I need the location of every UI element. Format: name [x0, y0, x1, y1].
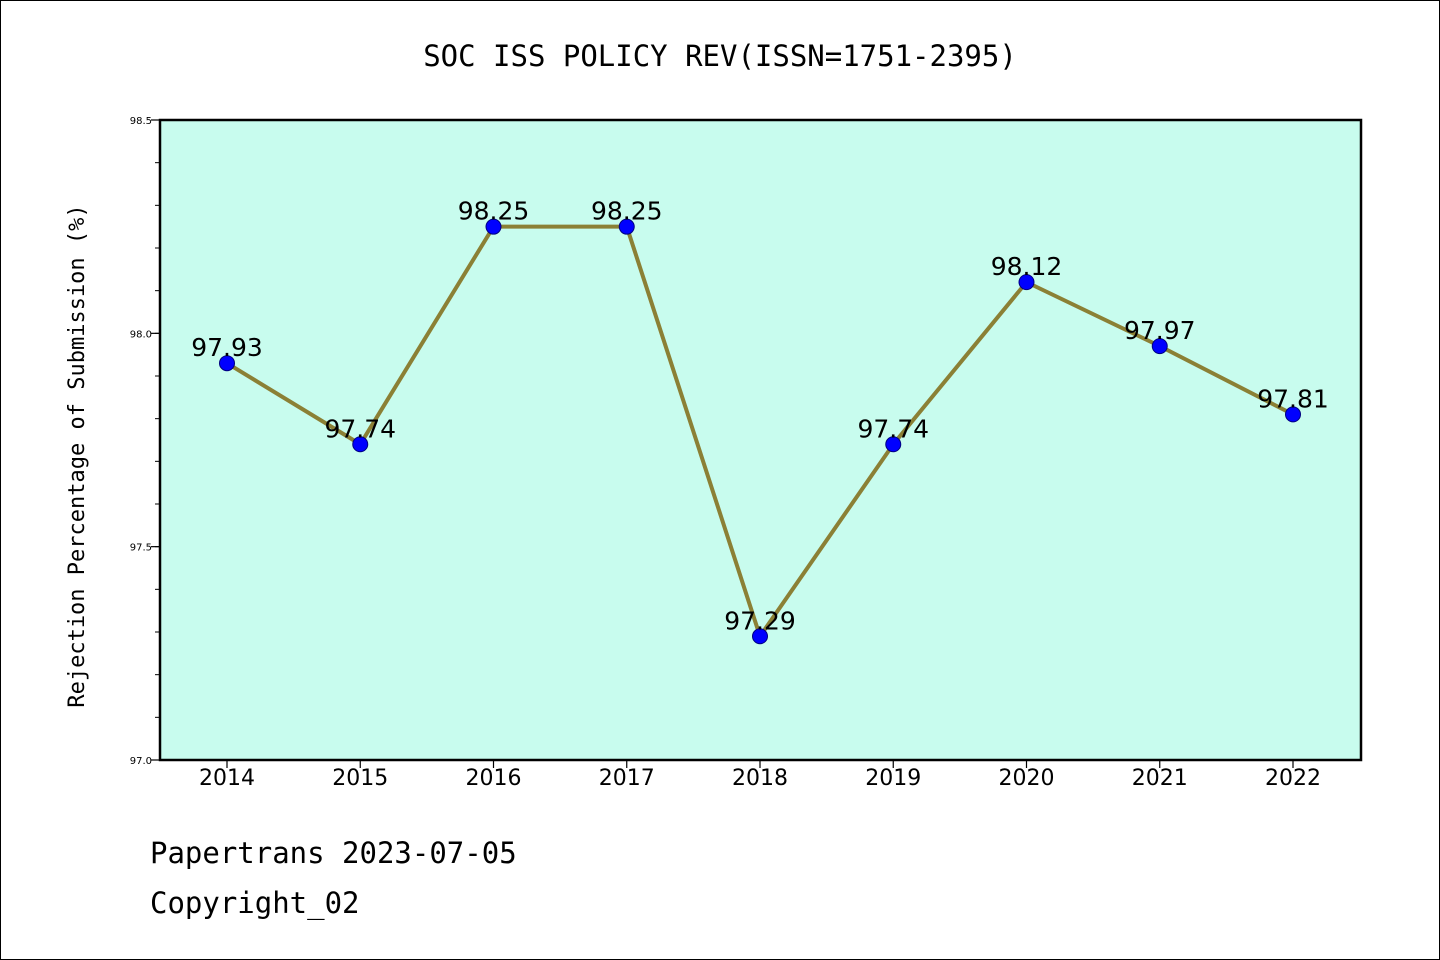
y-tick-label: 98.0 [130, 329, 152, 340]
x-tick-label: 2019 [865, 766, 921, 791]
data-point [752, 628, 768, 645]
data-label: 97.81 [1257, 384, 1329, 413]
data-point [618, 218, 635, 235]
x-tick-label: 2022 [1265, 766, 1321, 791]
y-tick-label: 97.0 [130, 756, 152, 767]
y-tick-label: 97.5 [130, 543, 152, 554]
x-tick-label: 2014 [199, 766, 255, 791]
x-tick-label: 2018 [732, 766, 788, 791]
y-axis: 97.0 97.5 98.0 98.5 [130, 116, 160, 767]
data-point [219, 355, 235, 372]
footer-date: Papertrans 2023-07-05 [150, 836, 517, 870]
data-label: 97.97 [1124, 316, 1196, 345]
data-label: 97.93 [191, 333, 263, 362]
data-point [885, 436, 902, 453]
plot-border [158, 118, 1363, 762]
y-tick-label: 98.5 [130, 116, 152, 127]
data-label: 97.29 [724, 606, 796, 635]
data-point [485, 218, 502, 235]
x-tick-label: 2020 [999, 766, 1055, 791]
data-point [1285, 406, 1301, 423]
data-label: 97.74 [324, 414, 396, 443]
data-label: 98.25 [591, 197, 663, 226]
series-layer: 97.93 97.74 98.25 98.25 97.29 97.74 98.12 97.97… [191, 197, 1329, 645]
data-point [352, 436, 369, 453]
data-label: 98.12 [991, 252, 1063, 281]
x-axis: 2014 2015 2016 2017 2018 2019 2020 2021 2022 [199, 760, 1321, 791]
footer-copyright: Copyright_02 [150, 886, 360, 920]
data-point [1018, 274, 1035, 291]
x-tick-label: 2017 [599, 766, 655, 791]
data-label: 97.74 [857, 414, 929, 443]
x-tick-label: 2016 [466, 766, 522, 791]
y-axis-label: Rejection Percentage of Submission (%) [65, 204, 90, 707]
data-point [1151, 338, 1168, 355]
x-tick-label: 2021 [1132, 766, 1188, 791]
chart-title: SOC ISS POLICY REV(ISSN=1751-2395) [423, 39, 1017, 73]
data-label: 98.25 [458, 197, 530, 226]
x-tick-label: 2015 [332, 766, 388, 791]
